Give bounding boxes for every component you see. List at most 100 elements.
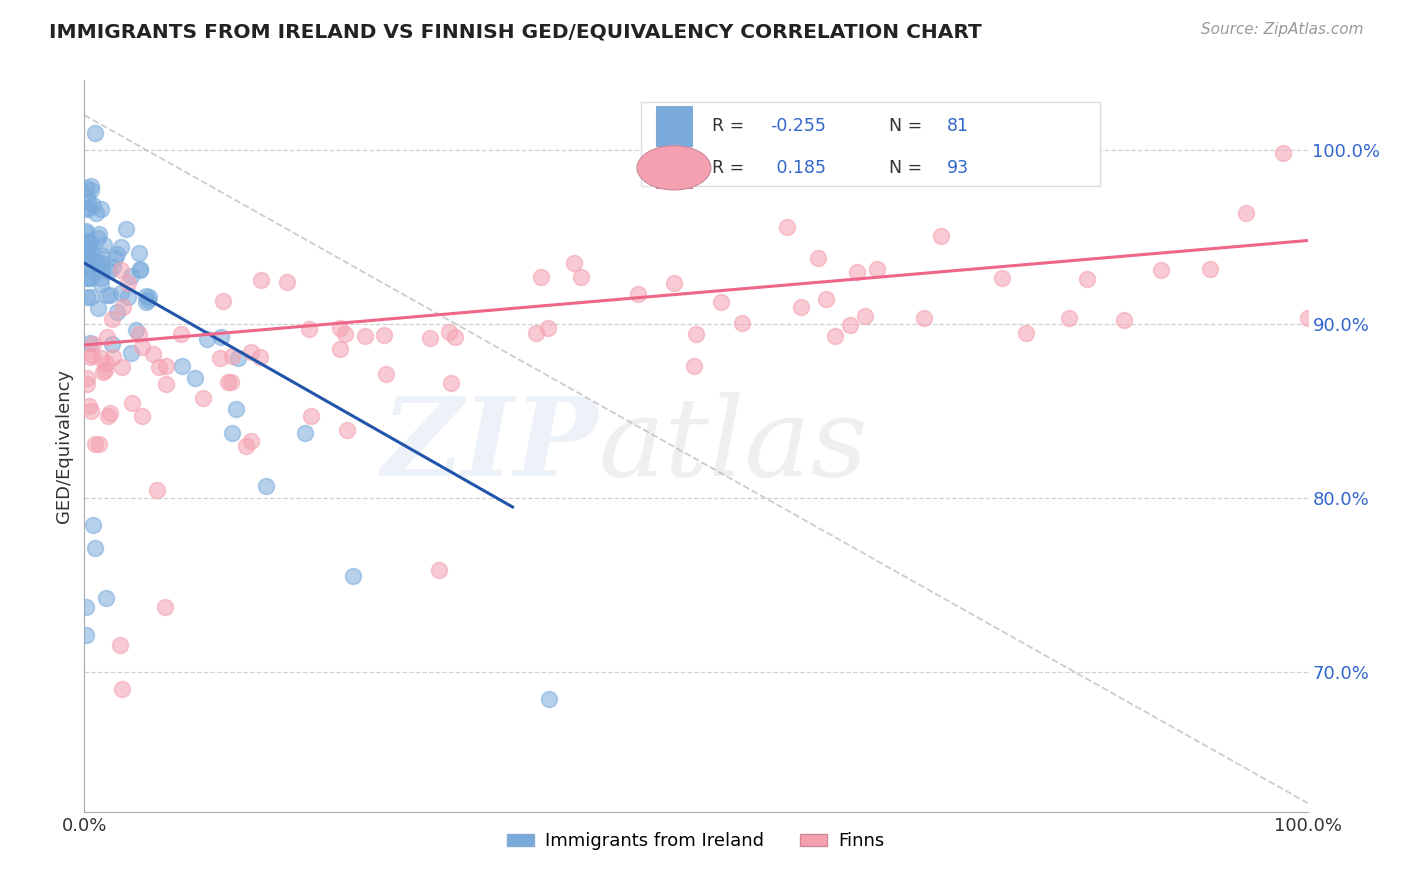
Point [662, 276, 685, 290]
Point [79, 270, 101, 285]
Text: 93: 93 [946, 159, 969, 177]
Point [111, 360, 134, 375]
Point [135, 289, 157, 303]
Point [235, 439, 257, 453]
Point [148, 360, 170, 375]
Point [142, 347, 165, 361]
Point [155, 359, 177, 373]
Text: N =: N = [889, 117, 928, 135]
Point [79, 350, 101, 364]
FancyBboxPatch shape [641, 103, 1099, 186]
Point [121, 395, 143, 409]
Legend: Immigrants from Ireland, Finns: Immigrants from Ireland, Finns [501, 825, 891, 857]
Point [212, 293, 235, 308]
Point [138, 290, 160, 304]
Point [76, 190, 98, 204]
Point [80, 252, 103, 266]
Point [845, 265, 868, 279]
Point [87, 436, 110, 450]
Point [80, 183, 103, 197]
Point [100, 337, 122, 351]
Point [912, 310, 935, 325]
Point [299, 409, 322, 423]
Point [86, 257, 108, 271]
Point [929, 229, 952, 244]
Point [131, 340, 153, 354]
Point [146, 483, 169, 497]
Point [120, 345, 142, 359]
Point [419, 331, 441, 345]
Point [101, 260, 124, 274]
Point [240, 434, 263, 448]
Point [90, 351, 112, 366]
Point [76, 371, 98, 385]
Point [1198, 262, 1220, 277]
Point [128, 262, 150, 277]
Point [538, 692, 561, 706]
Point [437, 325, 460, 339]
Point [82, 348, 104, 362]
Point [298, 321, 321, 335]
Point [276, 275, 298, 289]
Point [105, 305, 128, 319]
Point [82, 264, 104, 278]
Point [75, 226, 97, 240]
Text: atlas: atlas [598, 392, 868, 500]
Point [79, 257, 101, 271]
Point [77, 202, 100, 216]
Point [84, 541, 107, 556]
Point [82, 198, 104, 212]
Point [807, 252, 830, 266]
Point [104, 251, 127, 265]
Point [110, 286, 132, 301]
Point [569, 270, 592, 285]
Point [82, 247, 104, 261]
Point [91, 365, 114, 379]
Point [75, 224, 97, 238]
Point [76, 290, 98, 304]
Point [87, 254, 110, 268]
Point [90, 248, 112, 262]
Point [80, 253, 103, 268]
Text: 81: 81 [946, 117, 969, 135]
Point [98, 288, 121, 302]
Point [135, 295, 157, 310]
Point [685, 326, 707, 341]
Point [128, 246, 150, 260]
Point [83, 437, 105, 451]
Point [209, 330, 232, 344]
Point [84, 206, 107, 220]
Point [76, 248, 98, 262]
Point [90, 263, 112, 277]
Point [96, 330, 118, 344]
Point [221, 425, 243, 440]
Point [114, 221, 136, 235]
Point [125, 323, 148, 337]
Point [75, 271, 97, 285]
Point [93, 237, 115, 252]
Point [627, 286, 650, 301]
Text: 0.185: 0.185 [770, 159, 825, 177]
Point [77, 195, 100, 210]
Point [120, 268, 142, 283]
Point [90, 256, 112, 270]
Point [776, 219, 799, 234]
Point [221, 375, 243, 389]
Point [110, 263, 132, 277]
Point [93, 362, 115, 376]
Point [683, 359, 706, 373]
Point [87, 227, 110, 242]
Point [855, 310, 877, 324]
Point [87, 231, 110, 245]
Point [82, 518, 104, 533]
Point [562, 256, 585, 270]
Point [1057, 310, 1080, 325]
Point [427, 562, 450, 576]
Point [138, 293, 160, 307]
Point [86, 301, 108, 315]
Point [82, 337, 104, 351]
Point [76, 377, 98, 392]
Point [117, 276, 139, 290]
Point [75, 236, 97, 251]
Point [155, 377, 177, 392]
